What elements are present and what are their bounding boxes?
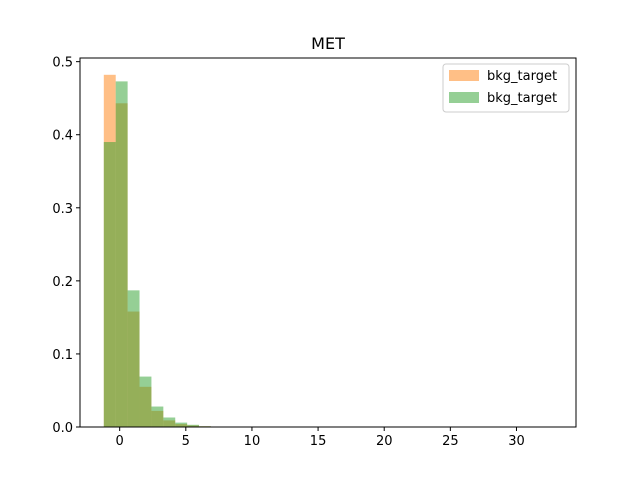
bars-group (103, 74, 211, 428)
x-tick-label: 0 (116, 434, 124, 449)
x-tick-label: 15 (310, 434, 327, 449)
histogram-bar-series-1 (103, 142, 116, 427)
x-tick-label: 25 (442, 434, 459, 449)
legend-swatch (449, 70, 479, 81)
legend: bkg_target bkg_target (442, 63, 570, 113)
legend-label: bkg_target (487, 69, 557, 84)
histogram-bar-series-1 (127, 290, 140, 427)
y-tick-label: 0.3 (52, 202, 73, 217)
y-tick-label: 0.1 (52, 348, 73, 363)
x-axis: 0 5 10 15 20 25 30 (116, 427, 525, 449)
histogram-bar-series-1 (187, 424, 200, 427)
y-tick-label: 0.5 (52, 56, 73, 71)
y-tick-label: 0.4 (52, 129, 73, 144)
y-axis: 0.0 0.1 0.2 0.3 0.4 0.5 (52, 56, 80, 436)
histogram-bar-series-1 (151, 406, 164, 427)
x-tick-label: 30 (508, 434, 525, 449)
legend-swatch (449, 92, 479, 103)
x-tick-label: 20 (376, 434, 393, 449)
histogram-bar-series-1 (163, 417, 176, 427)
histogram-bar-series-1 (175, 422, 188, 427)
histogram-bar-series-1 (139, 376, 152, 427)
y-tick-label: 0.2 (52, 275, 73, 290)
x-tick-label: 10 (244, 434, 261, 449)
plot-frame (79, 57, 577, 428)
histogram-bar-series-1 (115, 81, 128, 428)
y-tick-label: 0.0 (52, 421, 73, 436)
x-tick-label: 5 (182, 434, 190, 449)
chart-title: MET (311, 34, 345, 53)
legend-label: bkg_target (487, 91, 557, 106)
